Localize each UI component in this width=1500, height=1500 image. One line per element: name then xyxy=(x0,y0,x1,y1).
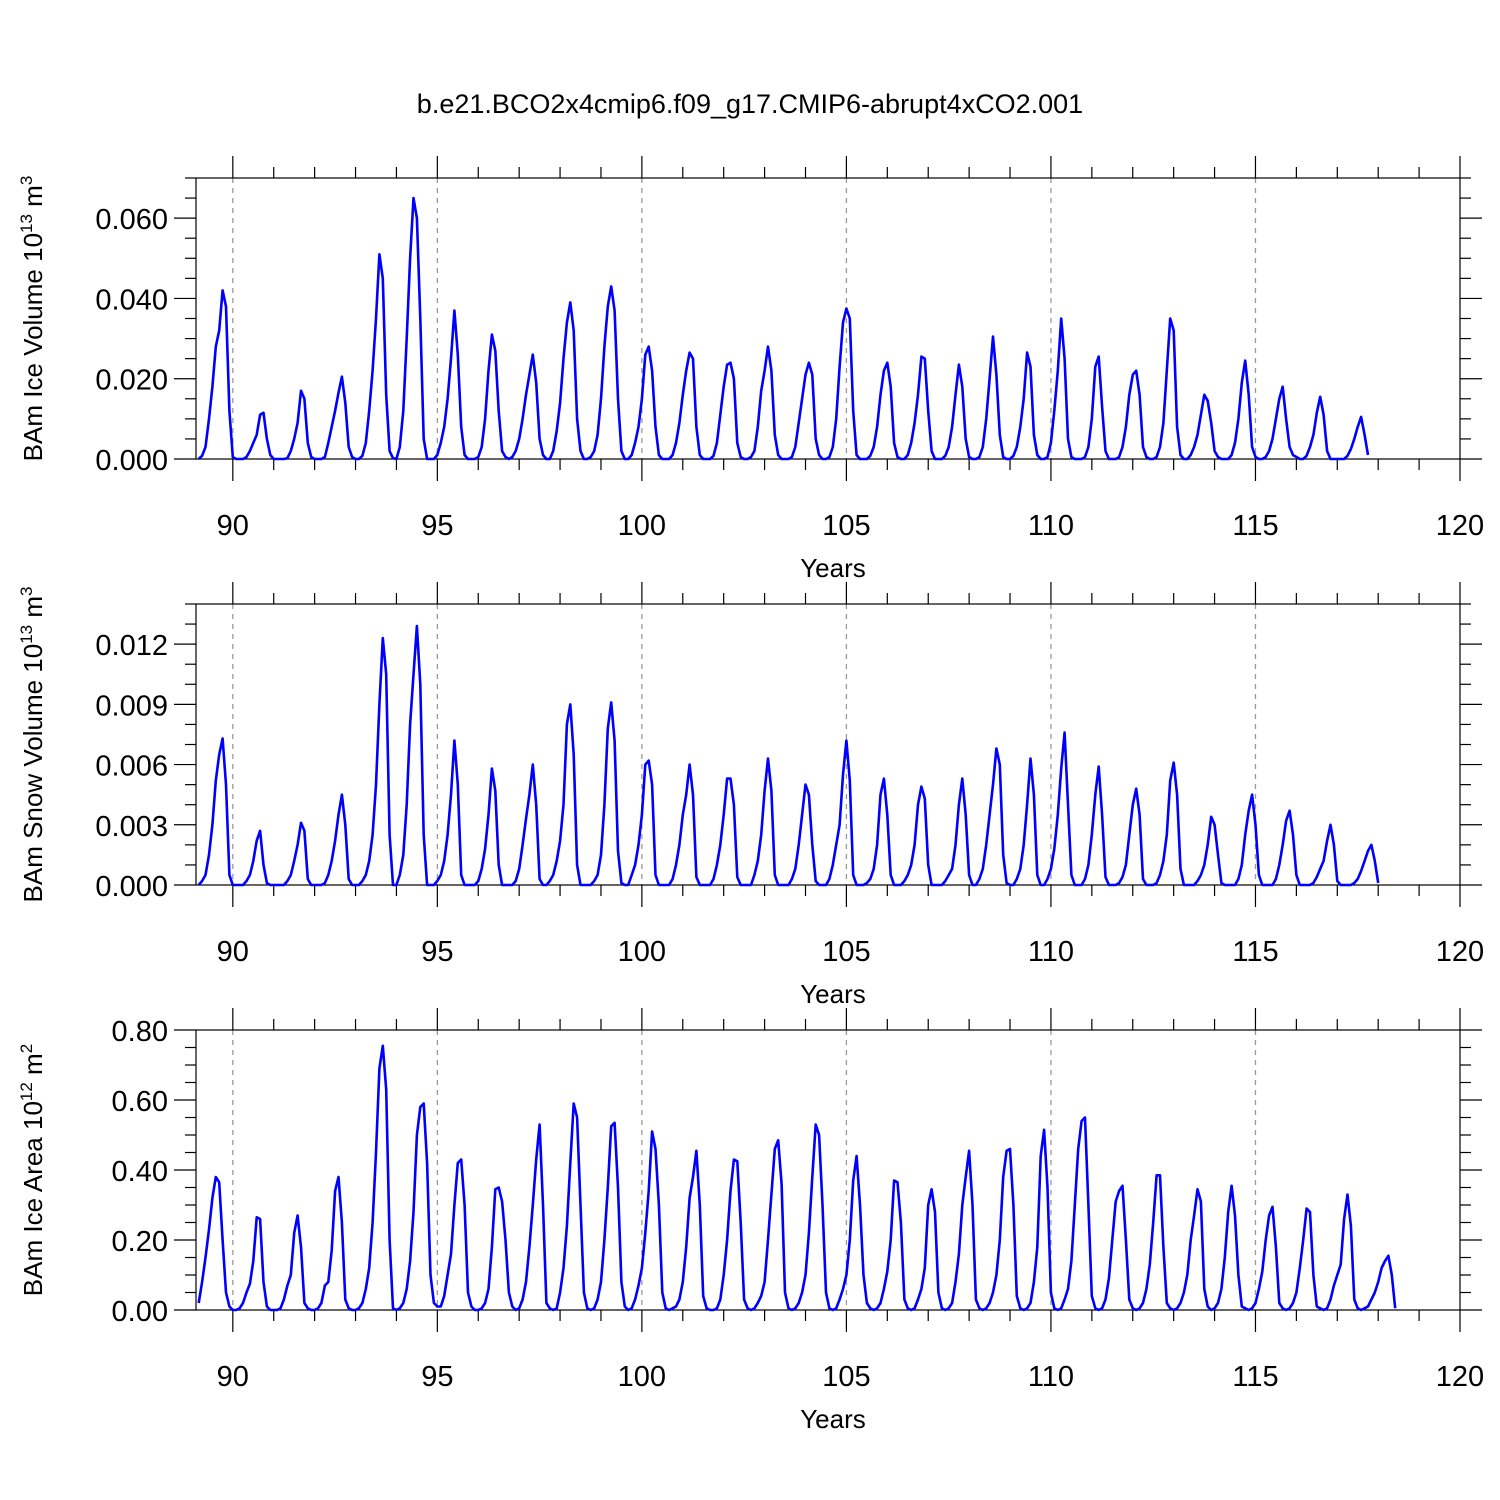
plot-frame xyxy=(195,603,1461,886)
y-axis-title-unit: m xyxy=(18,185,48,214)
x-tick-label: 115 xyxy=(1232,936,1278,968)
y-tick-label: 0.40 xyxy=(112,1156,168,1188)
x-tick-label: 115 xyxy=(1232,1361,1278,1393)
x-tick-label: 120 xyxy=(1436,1361,1484,1393)
y-axis-title-exponent: 13 xyxy=(17,625,36,644)
y-axis-title-exponent: 12 xyxy=(17,1082,36,1101)
chart-panel-1: 90 95 100 105 110 115 120 Years 0.000 0.020 0.040 0… xyxy=(17,156,1484,583)
x-tick-label: 105 xyxy=(822,1361,870,1393)
y-tick-label: 0.003 xyxy=(95,811,168,843)
y-tick-label: 0.040 xyxy=(95,284,168,316)
series-line-1 xyxy=(197,1044,1397,1312)
x-tick-label: 110 xyxy=(1028,1361,1074,1393)
y-axis-title-main: BAm Ice Volume 10 xyxy=(18,233,48,461)
x-tick-label: 100 xyxy=(618,510,666,542)
x-tick-label: 90 xyxy=(217,936,249,968)
y-axis-title-main: BAm Ice Area 10 xyxy=(18,1101,48,1296)
y-tick-label: 0.80 xyxy=(112,1016,168,1048)
y-axis-title: BAm Ice Area 1012 m2 xyxy=(17,1044,48,1296)
y-tick-label: 0.009 xyxy=(95,690,168,722)
y-axis-title: BAm Snow Volume 1013 m3 xyxy=(17,587,48,903)
series-line-1 xyxy=(197,624,1380,887)
x-tick-label: 120 xyxy=(1436,510,1484,542)
x-tick-label: 90 xyxy=(217,510,249,542)
chart-title: b.e21.BCO2x4cmip6.f09_g17.CMIP6-abrupt4x… xyxy=(417,89,1083,119)
y-axis-title-unit-exponent: 3 xyxy=(17,587,36,596)
y-axis-title: BAm Ice Volume 1013 m3 xyxy=(17,176,48,462)
y-axis-title-unit: m xyxy=(18,596,48,625)
y-tick-label: 0.00 xyxy=(112,1296,168,1328)
y-tick-label: 0.20 xyxy=(112,1226,168,1258)
y-axis-title-main: BAm Snow Volume 10 xyxy=(18,644,48,903)
y-tick-label: 0.60 xyxy=(112,1086,168,1118)
x-tick-label: 90 xyxy=(217,1361,249,1393)
x-tick-label: 110 xyxy=(1028,510,1074,542)
y-tick-label: 0.000 xyxy=(95,871,168,903)
y-tick-label: 0.012 xyxy=(95,630,168,662)
panels: 90 95 100 105 110 115 120 Years 0.000 0.020 0.040 0… xyxy=(17,156,1484,1434)
x-tick-label: 105 xyxy=(822,936,870,968)
plot-frame xyxy=(195,177,1461,460)
y-tick-label: 0.006 xyxy=(95,751,168,783)
y-axis-title-unit-exponent: 2 xyxy=(17,1044,36,1053)
x-tick-label: 120 xyxy=(1436,936,1484,968)
y-axis-title-exponent: 13 xyxy=(17,214,36,233)
chart-panel-3: 90 95 100 105 110 115 120 Years 0.00 0.20 0.40 0.60… xyxy=(17,1008,1484,1434)
y-axis-title-unit: m xyxy=(18,1053,48,1082)
x-axis-title: Years xyxy=(800,979,866,1009)
series-line-1 xyxy=(197,196,1370,461)
x-tick-label: 105 xyxy=(822,510,870,542)
x-tick-label: 100 xyxy=(618,1361,666,1393)
y-tick-label: 0.000 xyxy=(95,445,168,477)
x-axis-title: Years xyxy=(800,553,866,583)
y-tick-label: 0.060 xyxy=(95,204,168,236)
y-axis-title-unit-exponent: 3 xyxy=(17,176,36,185)
x-tick-label: 110 xyxy=(1028,936,1074,968)
x-tick-label: 95 xyxy=(421,936,453,968)
x-tick-label: 95 xyxy=(421,510,453,542)
x-tick-label: 100 xyxy=(618,936,666,968)
x-axis-title: Years xyxy=(800,1404,866,1434)
chart-panel-2: 90 95 100 105 110 115 120 Years 0.000 0.003 0.006 0… xyxy=(17,582,1484,1009)
y-tick-label: 0.020 xyxy=(95,365,168,397)
x-tick-label: 115 xyxy=(1232,510,1278,542)
x-tick-label: 95 xyxy=(421,1361,453,1393)
